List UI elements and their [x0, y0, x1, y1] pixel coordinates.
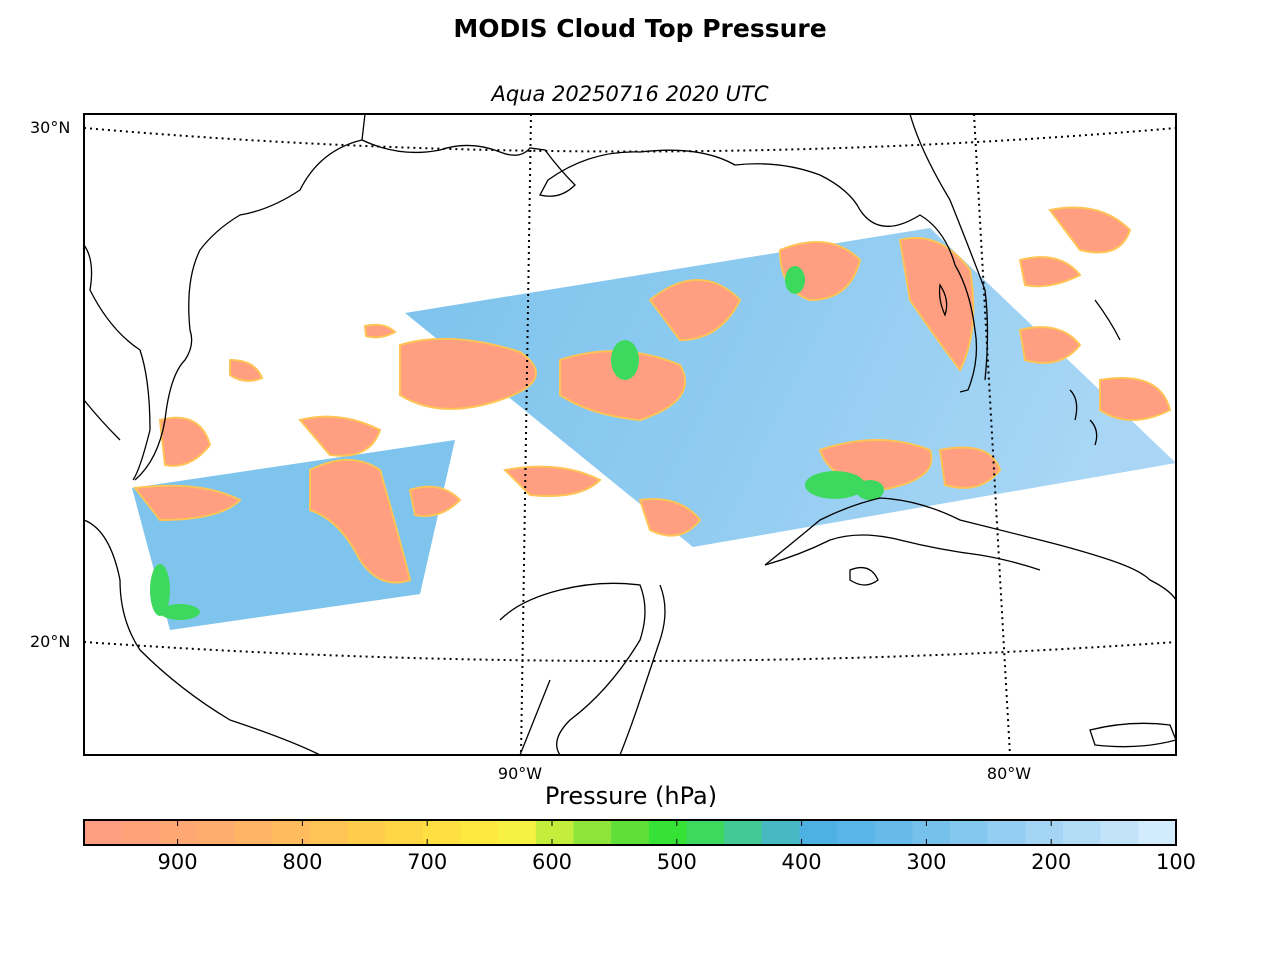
- colorbar-segment: [761, 820, 801, 845]
- colorbar-frame: [83, 819, 1177, 846]
- colorbar-segment: [1100, 820, 1139, 845]
- colorbar-segment: [1063, 820, 1102, 845]
- lon-label-90w: 90°W: [497, 764, 543, 783]
- mid-cloud-patches: [150, 266, 884, 620]
- colorbar-segment: [724, 820, 763, 845]
- colorbar-segment: [837, 820, 876, 845]
- colorbar-tick-label: 900: [157, 850, 198, 874]
- colorbar-segment: [573, 820, 612, 845]
- colorbar: [84, 820, 1177, 845]
- colorbar-tick-label: 500: [656, 850, 697, 874]
- colorbar-segment: [385, 820, 424, 845]
- colorbar-segment: [611, 820, 650, 845]
- colorbar-segment: [121, 820, 160, 845]
- colorbar-segment: [987, 820, 1026, 845]
- colorbar-segment: [498, 820, 537, 845]
- colorbar-tick-label: 700: [407, 850, 448, 874]
- colorbar-tick-label: 800: [282, 850, 323, 874]
- chart-title: MODIS Cloud Top Pressure: [453, 14, 827, 43]
- coastlines: [84, 114, 1176, 755]
- colorbar-tick-label: 200: [1031, 850, 1072, 874]
- lon-label-80w: 80°W: [986, 764, 1032, 783]
- colorbar-segment: [272, 820, 311, 845]
- map-area: [84, 114, 1176, 755]
- swath-west: [132, 440, 455, 630]
- colorbar-segment: [799, 820, 838, 845]
- colorbar-tick-label: 600: [531, 850, 573, 874]
- colorbar-segment: [1138, 820, 1177, 845]
- colorbar-segment: [686, 820, 725, 845]
- colorbar-tick-label: 100: [1155, 850, 1197, 874]
- colorbar-segment: [159, 820, 198, 845]
- colorbar-segment: [874, 820, 914, 845]
- colorbar-segment: [950, 820, 989, 845]
- colorbar-segment: [234, 820, 273, 845]
- colorbar-segment: [84, 820, 123, 845]
- colorbar-title: Pressure (hPa): [544, 782, 718, 810]
- colorbar-segment: [347, 820, 386, 845]
- colorbar-segment: [535, 820, 575, 845]
- colorbar-segment: [309, 820, 349, 845]
- colorbar-segment: [912, 820, 951, 845]
- colorbar-segment: [648, 820, 688, 845]
- map-frame: [83, 113, 1177, 756]
- colorbar-tick-label: 300: [906, 850, 947, 874]
- lat-label-20n: 20°N: [30, 632, 71, 651]
- colorbar-segment: [422, 820, 462, 845]
- colorbar-segment: [460, 820, 499, 845]
- lat-label-30n: 30°N: [30, 118, 71, 137]
- colorbar-segment: [1025, 820, 1064, 845]
- colorbar-segment: [196, 820, 236, 845]
- colorbar-tick-label: 400: [781, 850, 822, 874]
- chart-subtitle: Aqua 20250716 2020 UTC: [491, 82, 769, 106]
